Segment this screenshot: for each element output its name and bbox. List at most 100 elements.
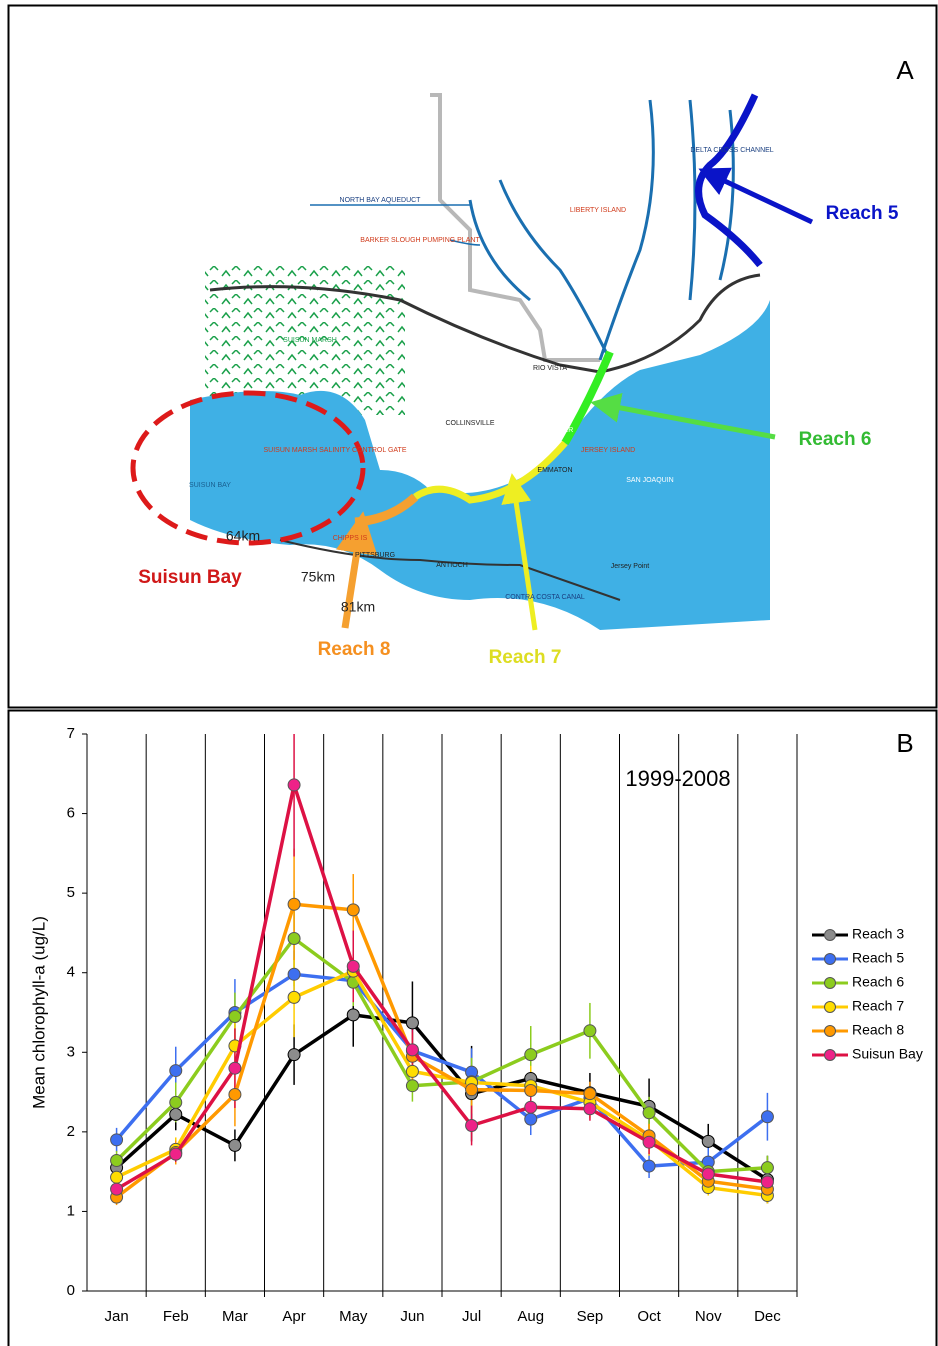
y-axis-label: Mean chlorophyll-a (ug/L): [29, 916, 48, 1109]
reach-label: Suisun Bay: [138, 567, 242, 588]
x-tick-label: May: [339, 1308, 368, 1325]
x-tick-label: Apr: [282, 1308, 305, 1325]
map-label: Jersey Point: [611, 563, 650, 570]
reach-6-path: [561, 350, 614, 446]
legend-label: Reach 7: [852, 998, 904, 1014]
panel-frame: [7, 709, 938, 1346]
road: [209, 273, 761, 374]
data-point: [110, 1170, 124, 1184]
x-tick-label: Sep: [577, 1308, 604, 1325]
map-label: BARKER SLOUGH PUMPING PLANT: [360, 237, 480, 244]
data-point: [583, 1102, 597, 1116]
data-point: [465, 1083, 479, 1097]
marsh: [205, 265, 405, 415]
legend-label: Reach 5: [852, 950, 904, 966]
reach-7-path: [413, 440, 568, 504]
map-label: PITTSBURG: [355, 552, 395, 559]
map-label: SAN JOAQUIN: [626, 477, 673, 484]
data-point: [524, 1083, 538, 1097]
reach-label: Reach 7: [489, 647, 562, 668]
map-label: SUISUN MARSH: [283, 337, 337, 344]
y-tick-label: 5: [67, 884, 75, 901]
river: [468, 99, 735, 361]
y-tick-label: 3: [67, 1043, 75, 1060]
legend-label: Reach 3: [852, 926, 904, 942]
data-point: [169, 1095, 183, 1109]
series-line: [115, 936, 768, 1174]
aqueduct: [310, 204, 481, 246]
reach-arrow: [501, 473, 538, 631]
reach-arrow: [698, 167, 814, 225]
data-point: [701, 1167, 715, 1181]
data-point: [169, 1147, 183, 1161]
series-line: [115, 783, 768, 1191]
y-tick-label: 0: [67, 1282, 75, 1299]
data-point: [642, 1135, 656, 1149]
legend-marker: [824, 977, 836, 989]
x-tick-label: Nov: [695, 1308, 722, 1325]
county-line: [430, 93, 600, 362]
series-line: [115, 972, 769, 1168]
data-point: [760, 1175, 774, 1189]
data-point: [228, 1087, 242, 1101]
data-point: [287, 1048, 301, 1062]
road: [279, 539, 621, 601]
data-point: [405, 1043, 419, 1057]
annotation: 1999-2008: [625, 766, 730, 791]
data-point: [287, 778, 301, 792]
reach-arrow: [336, 511, 378, 629]
y-tick-label: 6: [67, 805, 75, 822]
water: [190, 300, 770, 630]
data-point: [760, 1110, 774, 1124]
reach-label: Reach 6: [799, 429, 872, 450]
distance-label: 75km: [301, 569, 335, 585]
map-label: RIO VISTA: [533, 365, 567, 372]
data-point: [405, 1079, 419, 1093]
data-point: [642, 1106, 656, 1120]
series-line: [115, 902, 768, 1199]
data-point: [405, 1064, 419, 1078]
map-label: NORTH BAY AQUEDUCT: [340, 197, 422, 204]
map-label: CONTRA COSTA CANAL: [505, 594, 585, 601]
legend-marker: [824, 953, 836, 965]
legend-marker: [824, 929, 836, 941]
legend-marker: [824, 1049, 836, 1061]
y-tick-label: 2: [67, 1123, 75, 1140]
map-label: DELTA CROSS CHANNEL: [690, 147, 773, 154]
map-label: CHIPPS IS: [333, 535, 368, 542]
x-tick-label: Jul: [462, 1308, 481, 1325]
data-point: [583, 1024, 597, 1038]
legend-label: Suisun Bay: [852, 1046, 923, 1062]
map-label: SUISUN MARSH SALINITY CONTROL GATE: [263, 447, 406, 454]
data-point: [110, 1154, 124, 1168]
x-tick-label: Aug: [517, 1308, 544, 1325]
map-label: EMMATON: [537, 467, 572, 474]
series-line: [115, 1013, 769, 1182]
data-point: [287, 931, 301, 945]
reach-arrow: [590, 393, 776, 440]
data-point: [701, 1134, 715, 1148]
legend-marker: [824, 1001, 836, 1013]
y-tick-label: 7: [67, 725, 75, 742]
legend-label: Reach 6: [852, 974, 904, 990]
data-point: [760, 1161, 774, 1175]
data-point: [346, 1008, 360, 1022]
data-point: [169, 1107, 183, 1121]
data-point: [346, 903, 360, 917]
map-label: SUISUN BAY: [189, 482, 231, 489]
map-label: SACRAMENTO RIVER: [501, 427, 574, 434]
map-label: LIBERTY ISLAND: [570, 207, 626, 214]
x-tick-label: Oct: [637, 1308, 661, 1325]
data-point: [169, 1064, 183, 1078]
map: [130, 93, 814, 631]
data-point: [583, 1087, 597, 1101]
panel-frame: [7, 4, 938, 709]
data-point: [524, 1048, 538, 1062]
data-point: [287, 967, 301, 981]
data-point: [405, 1016, 419, 1030]
reach-label: Reach 5: [826, 203, 899, 224]
data-point: [228, 1009, 242, 1023]
y-tick-label: 1: [67, 1202, 75, 1219]
